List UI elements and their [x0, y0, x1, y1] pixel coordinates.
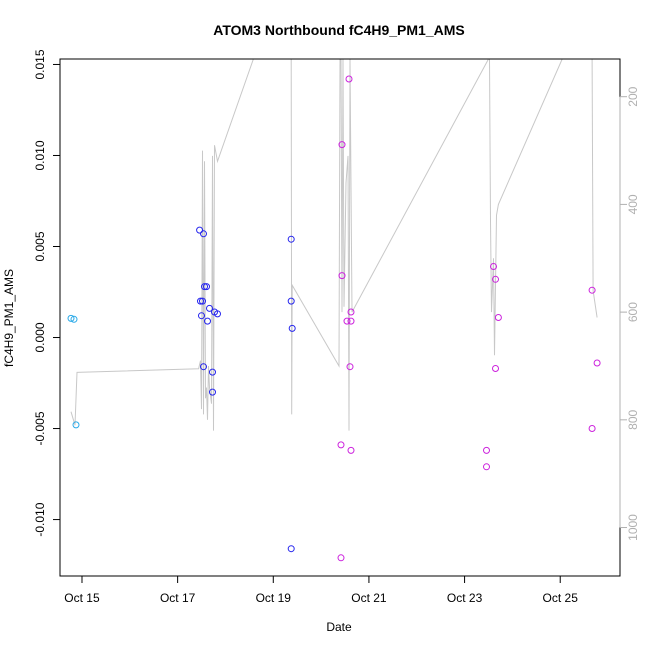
x-tick-label: Oct 17 — [160, 591, 196, 605]
y2-tick-label: 800 — [626, 409, 640, 429]
data-point-blue-15 — [287, 297, 295, 305]
data-point-blue-1 — [200, 230, 207, 238]
y2-tick-label: 600 — [626, 302, 640, 322]
data-point-magenta-1 — [338, 141, 346, 149]
data-point-magenta-17 — [593, 359, 601, 367]
y2-tick-label: 1000 — [626, 514, 640, 541]
x-tick-label: Oct 25 — [543, 591, 579, 605]
data-point-blue-5 — [203, 283, 210, 291]
y-tick-label: -0.010 — [33, 502, 47, 536]
data-point-blue-12 — [209, 368, 216, 376]
data-point-blue-16 — [288, 324, 296, 332]
data-point-cyan-2 — [72, 421, 80, 429]
data-point-magenta-0 — [345, 75, 353, 83]
data-point-magenta-11 — [492, 275, 499, 283]
data-point-magenta-7 — [337, 441, 345, 449]
data-point-blue-3 — [199, 297, 206, 305]
y-tick-label: -0.005 — [33, 411, 47, 445]
data-point-magenta-8 — [347, 446, 355, 454]
chart-title: ATOM3 Northbound fC4H9_PM1_AMS — [213, 22, 465, 38]
data-point-blue-0 — [196, 226, 204, 234]
y-tick-label: 0.015 — [33, 49, 47, 79]
x-tick-label: Oct 19 — [256, 591, 292, 605]
y-axis-right: 200 400 600 800 1000 — [619, 86, 640, 541]
data-point-magenta-4 — [343, 317, 351, 325]
data-point-magenta-5 — [347, 317, 355, 325]
x-tick-label: Oct 23 — [447, 591, 483, 605]
x-tick-label: Oct 21 — [351, 591, 387, 605]
data-point-magenta-12 — [494, 314, 502, 321]
points-layer — [67, 75, 601, 562]
y-axis-label: fC4H9_PM1_AMS — [2, 269, 16, 367]
data-point-magenta-6 — [346, 363, 354, 371]
data-point-cyan-1 — [70, 315, 78, 323]
data-point-magenta-16 — [588, 286, 596, 294]
x-tick-label: Oct 15 — [64, 591, 100, 605]
data-point-blue-7 — [198, 312, 205, 320]
y2-tick-label: 400 — [626, 194, 640, 214]
data-point-magenta-13 — [492, 365, 499, 372]
data-point-blue-13 — [209, 388, 216, 396]
y-tick-label: 0.005 — [33, 231, 47, 261]
data-point-magenta-3 — [347, 308, 355, 316]
y-tick-label: 0.000 — [33, 322, 47, 352]
altitude-line-layer — [70, 59, 598, 431]
data-point-blue-8 — [204, 317, 211, 325]
data-point-magenta-14 — [483, 446, 490, 454]
y-axis: -0.010 -0.005 0.000 0.005 0.010 0.015 — [33, 49, 61, 537]
data-point-blue-11 — [200, 363, 207, 371]
data-point-magenta-2 — [338, 272, 346, 280]
x-axis-label: Date — [326, 620, 352, 634]
data-point-blue-14 — [287, 235, 295, 243]
data-point-blue-10 — [214, 310, 221, 318]
data-point-cyan-0 — [67, 314, 75, 322]
data-point-blue-4 — [201, 283, 208, 291]
data-point-blue-17 — [287, 545, 295, 553]
data-point-magenta-15 — [483, 463, 490, 471]
y2-tick-label: 200 — [626, 86, 640, 106]
data-point-blue-2 — [197, 297, 204, 305]
data-point-magenta-9 — [337, 554, 345, 562]
data-point-magenta-10 — [490, 263, 497, 270]
y-tick-label: 0.010 — [33, 140, 47, 170]
data-point-magenta-18 — [588, 425, 596, 432]
x-axis: Oct 15 Oct 17 Oct 19 Oct 21 Oct 23 Oct 25 — [64, 575, 579, 605]
data-point-blue-6 — [206, 304, 213, 312]
altitude-series-line — [70, 59, 598, 431]
